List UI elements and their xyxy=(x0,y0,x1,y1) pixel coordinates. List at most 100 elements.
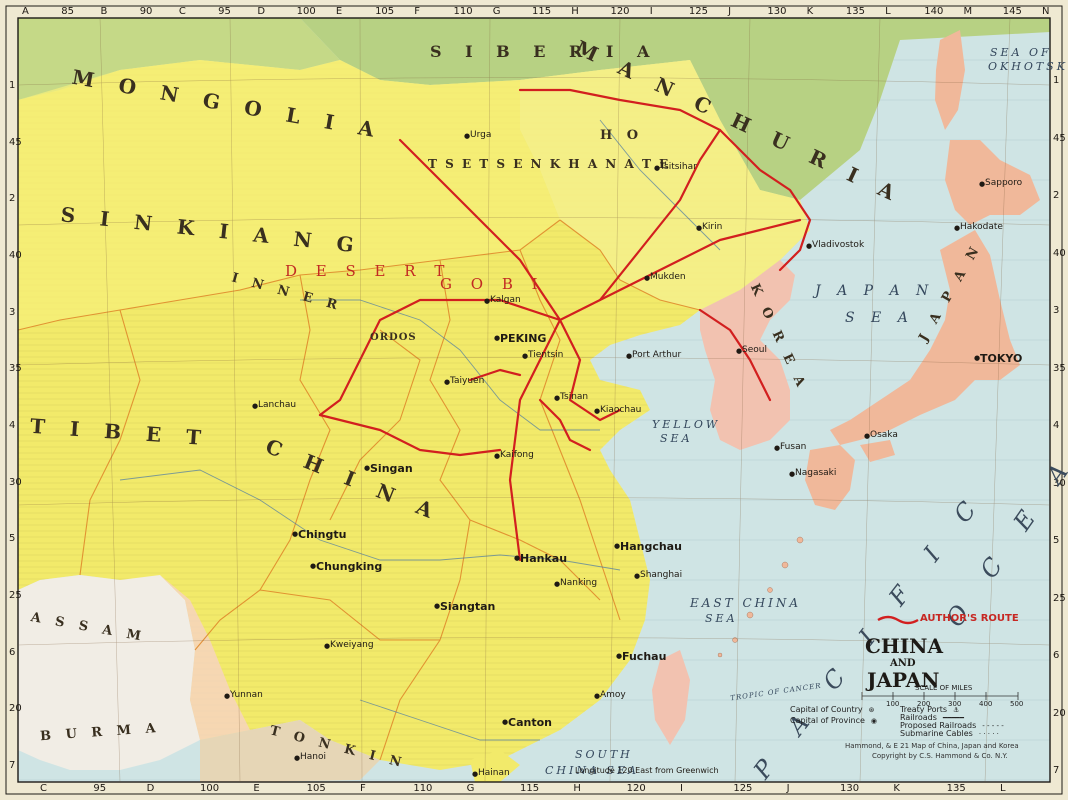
city-marker-icon: ● xyxy=(789,470,796,478)
legend-item: Capital of Province ◉ xyxy=(790,716,877,725)
manchuria-land xyxy=(520,60,810,310)
city-marker-icon: ● xyxy=(364,464,371,472)
top-edge-label: L xyxy=(885,6,891,17)
city-marker-icon: ● xyxy=(472,770,479,778)
city-marker-icon: ● xyxy=(626,352,633,360)
city-canton: Canton xyxy=(508,716,552,729)
city-marker-icon: ● xyxy=(594,407,601,415)
bottom-edge-label: G xyxy=(466,783,475,794)
scale-value: 300 xyxy=(948,700,962,708)
top-edge-label: M xyxy=(963,6,973,17)
top-edge-label: 140 xyxy=(924,6,944,17)
top-edge-label: 100 xyxy=(296,6,316,17)
city-tsinan: Tsinan xyxy=(560,392,589,402)
city-siangtan: Siangtan xyxy=(440,600,496,613)
legend-item-label: Proposed Railroads xyxy=(900,721,977,730)
city-seoul: Seoul xyxy=(742,345,767,355)
left-edge-label: 35 xyxy=(9,363,22,375)
sea-of-japan-label-2: S E A xyxy=(845,310,914,326)
city-kweiyang: Kweiyang xyxy=(330,640,374,650)
city-fusan: Fusan xyxy=(780,442,807,452)
south-china-sea-label: SOUTH xyxy=(575,748,633,761)
top-edge-label: 90 xyxy=(139,6,153,17)
route-west-loop xyxy=(318,413,502,457)
top-edge-label: 110 xyxy=(453,6,473,17)
city-marker-icon: ● xyxy=(522,352,529,360)
map-title: CHINA xyxy=(865,634,943,658)
siberia-land xyxy=(300,18,1050,200)
top-edge-label: 125 xyxy=(688,6,709,17)
legend-symbol-icon: · · · · · xyxy=(978,730,999,738)
right-edge-label: 3 xyxy=(1053,305,1060,316)
right-edge-label: 6 xyxy=(1053,650,1060,661)
city-marker-icon: ● xyxy=(696,224,703,232)
legend-item: Railroads ━━━━━ xyxy=(900,713,964,722)
top-edge-label: F xyxy=(414,6,421,17)
top-edge-label: N xyxy=(1042,6,1050,17)
right-edge-label: 1 xyxy=(1053,75,1060,86)
right-edge-label: 2 xyxy=(1053,190,1060,201)
route-korea xyxy=(698,308,772,402)
scale-value: 100 xyxy=(886,700,900,708)
city-marker-icon: ● xyxy=(294,754,301,762)
city-marker-icon: ● xyxy=(979,180,986,188)
japan-kyushu xyxy=(805,445,855,510)
bottom-edge-label: 95 xyxy=(93,783,107,794)
formosa-land xyxy=(652,650,690,745)
city-marker-icon: ● xyxy=(614,542,621,550)
bottom-edge-label: 110 xyxy=(413,783,433,794)
left-edge-label: 45 xyxy=(9,136,22,148)
legend-symbol-icon: ◉ xyxy=(870,717,877,725)
east-china-sea-label: EAST CHINA xyxy=(690,596,802,610)
left-edge-label: 40 xyxy=(9,250,22,261)
left-edge-label: 6 xyxy=(9,646,16,658)
city-marker-icon: ● xyxy=(806,242,813,250)
city-marker-icon: ● xyxy=(774,444,781,452)
bottom-edge-label: L xyxy=(1000,783,1006,794)
top-edge-label: 105 xyxy=(375,6,395,17)
bottom-edge-label: 130 xyxy=(840,783,860,794)
city-marker-icon: ● xyxy=(292,530,299,538)
city-tientsin: Tientsin xyxy=(528,350,564,360)
bottom-edge-label: D xyxy=(146,783,155,794)
top-edge-label: I xyxy=(649,6,653,17)
legend-route-label: AUTHOR'S ROUTE xyxy=(920,613,1019,624)
city-sapporo: Sapporo xyxy=(985,178,1023,188)
legend-item-label: Railroads xyxy=(900,713,937,722)
city-kaifong: Kaifong xyxy=(500,450,534,460)
legend-item: Treaty Ports ⚓ xyxy=(900,705,959,714)
top-edge-label: H xyxy=(571,6,579,17)
city-marker-icon: ● xyxy=(654,164,661,172)
map-title-and: AND xyxy=(890,658,916,669)
city-port-arthur: Port Arthur xyxy=(632,350,682,360)
top-edge-label: B xyxy=(100,6,108,17)
scale-label: SCALE OF MILES xyxy=(915,684,973,692)
city-urga: Urga xyxy=(470,130,492,140)
city-marker-icon: ● xyxy=(464,132,471,140)
legend-symbol-icon: - - - - - xyxy=(982,722,1004,730)
city-marker-icon: ● xyxy=(484,297,491,305)
east-china-sea-label-2: SEA xyxy=(705,612,738,625)
city-hanoi: Hanoi xyxy=(300,752,326,762)
top-edge-label: A xyxy=(22,6,29,17)
route-peking-north xyxy=(398,138,562,322)
city-lanchau: Lanchau xyxy=(258,400,297,410)
top-edge-label: 135 xyxy=(845,6,865,17)
bottom-edge-label: J xyxy=(786,783,790,794)
bottom-edge-label: F xyxy=(360,783,366,794)
map-title-second: JAPAN xyxy=(867,668,940,692)
credit-line-2: Copyright by C.S. Hammond & Co. N.Y. xyxy=(872,752,1008,760)
city-marker-icon: ● xyxy=(644,274,651,282)
city-marker-icon: ● xyxy=(252,402,259,410)
city-kalgan: Kalgan xyxy=(490,295,521,305)
right-edge-label: 7 xyxy=(1053,765,1060,776)
japan-hokkaido xyxy=(945,140,1040,225)
right-edge-label: 40 xyxy=(1053,247,1066,259)
city-marker-icon: ● xyxy=(616,652,623,660)
city-tsitsihar: Tsitsihar xyxy=(660,162,697,172)
bottom-edge-label: E xyxy=(253,783,260,794)
city-nanking: Nanking xyxy=(560,578,598,588)
city-kirin: Kirin xyxy=(702,222,723,232)
region-siberia: S I B E R I A xyxy=(430,42,659,61)
